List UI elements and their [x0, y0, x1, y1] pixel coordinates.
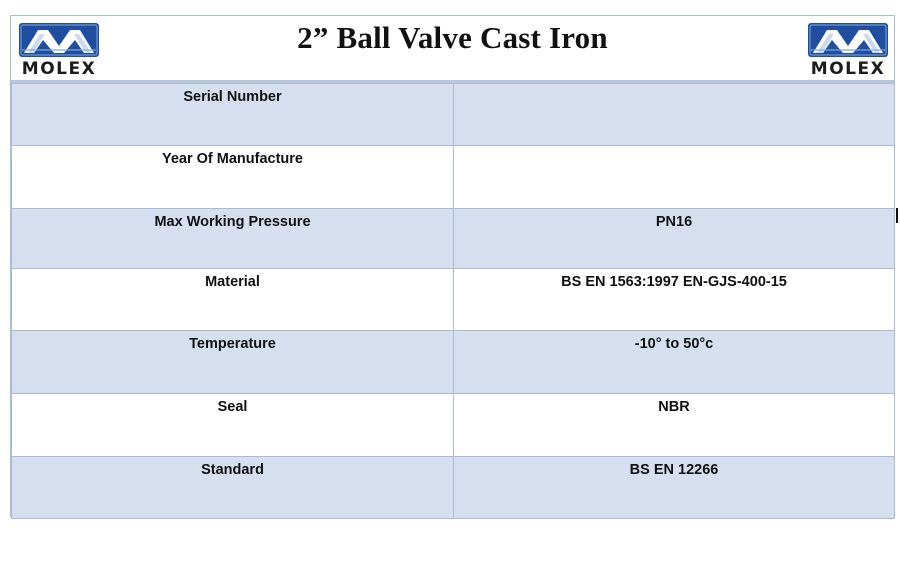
spec-value — [453, 83, 895, 146]
spec-value — [453, 145, 895, 209]
table-row: Year Of Manufacture — [11, 145, 895, 209]
spec-label: Material — [11, 268, 454, 331]
spec-label: Seal — [11, 393, 454, 457]
molex-logo-icon — [808, 23, 888, 57]
table-row: Seal NBR — [11, 393, 895, 457]
table-row: Max Working Pressure PN16 — [11, 208, 895, 269]
molex-logo-right: MOLEX — [807, 22, 889, 78]
spec-label: Year Of Manufacture — [11, 145, 454, 209]
table-row: Standard BS EN 12266 — [11, 456, 895, 519]
spec-table: Serial Number Year Of Manufacture Max Wo… — [11, 83, 895, 519]
table-row: Temperature -10° to 50°c — [11, 330, 895, 394]
spec-value: BS EN 1563:1997 EN-GJS-400-15 — [453, 268, 895, 331]
spec-label: Serial Number — [11, 83, 454, 146]
spec-label: Standard — [11, 456, 454, 519]
molex-logo-left: MOLEX — [18, 22, 100, 78]
text-cursor-mark — [896, 208, 898, 223]
header-bar: MOLEX 2” Ball Valve Cast Iron MOLEX — [11, 16, 894, 80]
logo-text-right: MOLEX — [810, 59, 886, 79]
spec-value: -10° to 50°c — [453, 330, 895, 394]
spec-sheet: MOLEX 2” Ball Valve Cast Iron MOLEX Seri… — [10, 15, 895, 519]
header-divider — [11, 80, 894, 83]
molex-logo-icon — [19, 23, 99, 57]
table-row: Serial Number — [11, 83, 895, 146]
spec-value: BS EN 12266 — [453, 456, 895, 519]
logo-text-left: MOLEX — [21, 59, 97, 79]
table-row: Material BS EN 1563:1997 EN-GJS-400-15 — [11, 268, 895, 331]
spec-label: Temperature — [11, 330, 454, 394]
spec-value: PN16 — [453, 208, 895, 269]
spec-value: NBR — [453, 393, 895, 457]
document-title: 2” Ball Valve Cast Iron — [297, 20, 608, 55]
spec-label: Max Working Pressure — [11, 208, 454, 269]
